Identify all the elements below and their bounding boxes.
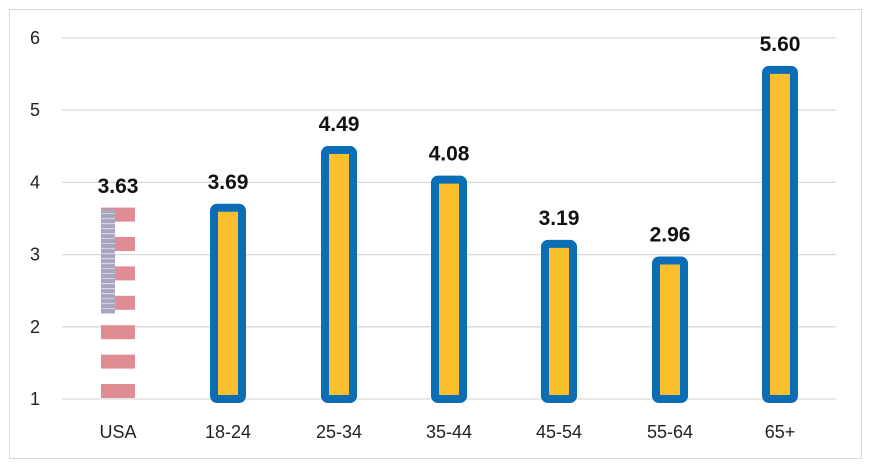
flag-canton-row bbox=[101, 254, 115, 259]
x-tick-label: 55-64 bbox=[647, 422, 693, 442]
bar-25-34 bbox=[321, 146, 357, 403]
bar-55-64 bbox=[652, 256, 688, 403]
y-tick-label: 4 bbox=[30, 172, 40, 192]
flag-canton-row bbox=[101, 234, 115, 239]
flag-canton-row bbox=[101, 244, 115, 249]
flag-canton-row bbox=[101, 219, 115, 224]
bar-65+ bbox=[762, 65, 798, 403]
flag-canton-row bbox=[101, 264, 115, 269]
y-tick-label: 6 bbox=[30, 28, 40, 48]
x-tick-label: 35-44 bbox=[426, 422, 472, 442]
flag-canton-gap bbox=[101, 288, 115, 290]
x-tick-label: 65+ bbox=[765, 422, 796, 442]
flag-canton-gap bbox=[101, 218, 115, 220]
y-axis: 1 2 3 4 5 6 bbox=[30, 28, 40, 409]
data-label: 2.96 bbox=[650, 223, 691, 246]
flag-canton-gap bbox=[101, 278, 115, 280]
flag-canton-gap bbox=[101, 298, 115, 300]
flag-canton-gap bbox=[101, 308, 115, 310]
flag-canton-gap bbox=[101, 213, 115, 215]
flag-canton-row bbox=[101, 269, 115, 274]
data-label: 5.60 bbox=[760, 33, 801, 56]
flag-canton-row bbox=[101, 259, 115, 264]
flag-canton-gap bbox=[101, 233, 115, 235]
flag-canton-row bbox=[101, 249, 115, 254]
data-label: 3.63 bbox=[98, 175, 139, 198]
x-tick-label: 25-34 bbox=[316, 422, 362, 442]
flag-canton-gap bbox=[101, 228, 115, 230]
flag-canton-row bbox=[101, 274, 115, 279]
flag-canton-row bbox=[101, 229, 115, 234]
flag-canton-row bbox=[101, 289, 115, 294]
flag-canton-gap bbox=[101, 263, 115, 265]
flag-canton-row bbox=[101, 239, 115, 244]
flag-stripe bbox=[101, 384, 135, 398]
flag-canton-gap bbox=[101, 303, 115, 305]
data-label: 3.69 bbox=[208, 171, 249, 194]
flag-canton-gap bbox=[101, 253, 115, 255]
flag-canton-row bbox=[101, 309, 115, 314]
x-tick-label: USA bbox=[99, 422, 136, 442]
flag-stripe bbox=[101, 325, 135, 340]
flag-stripe bbox=[101, 354, 135, 369]
y-tick-label: 5 bbox=[30, 100, 40, 120]
bars bbox=[101, 65, 798, 403]
data-label: 4.49 bbox=[319, 113, 360, 136]
data-label: 4.08 bbox=[429, 143, 470, 166]
flag-canton-row bbox=[101, 299, 115, 304]
bar-usa bbox=[101, 207, 135, 398]
flag-canton-gap bbox=[101, 313, 115, 315]
data-labels: 3.63 3.69 4.49 4.08 3.19 2.96 5.60 bbox=[98, 33, 801, 247]
flag-canton-gap bbox=[101, 243, 115, 245]
flag-canton-row bbox=[101, 224, 115, 229]
flag-canton-gap bbox=[101, 223, 115, 225]
bar-45-54 bbox=[541, 239, 577, 403]
x-tick-label: 45-54 bbox=[536, 422, 582, 442]
y-tick-label: 3 bbox=[30, 245, 40, 265]
flag-canton-row bbox=[101, 284, 115, 289]
flag-canton-gap bbox=[101, 248, 115, 250]
flag-canton-row bbox=[101, 209, 115, 214]
flag-canton-row bbox=[101, 294, 115, 299]
y-tick-label: 1 bbox=[30, 389, 40, 409]
x-tick-label: 18-24 bbox=[205, 422, 251, 442]
gridlines bbox=[62, 37, 836, 400]
x-axis: USA 18-24 25-34 35-44 45-54 55-64 65+ bbox=[99, 422, 795, 442]
flag-canton-gap bbox=[101, 238, 115, 240]
y-tick-label: 2 bbox=[30, 317, 40, 337]
flag-canton-row bbox=[101, 214, 115, 219]
flag-canton-row bbox=[101, 304, 115, 309]
flag-canton-row bbox=[101, 279, 115, 284]
flag-canton-gap bbox=[101, 293, 115, 295]
bar-35-44 bbox=[431, 175, 467, 403]
data-label: 3.19 bbox=[539, 207, 580, 230]
bar-18-24 bbox=[210, 203, 246, 403]
flag-canton-gap bbox=[101, 283, 115, 285]
flag-canton-gap bbox=[101, 273, 115, 275]
flag-canton-gap bbox=[101, 258, 115, 260]
flag-canton-gap bbox=[101, 268, 115, 270]
